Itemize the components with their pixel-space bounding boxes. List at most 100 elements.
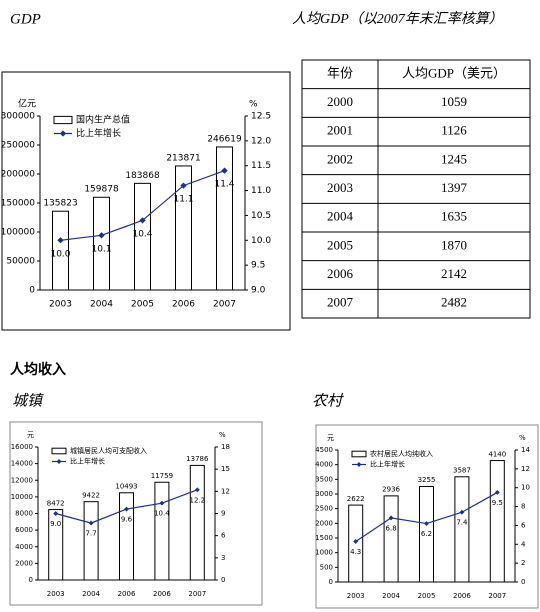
bar — [489, 460, 505, 583]
y2-tick-label: 3 — [221, 554, 225, 562]
legend-label: 比上年增长 — [370, 460, 405, 469]
data-label: 10493 — [115, 482, 137, 490]
y2-tick-label: 12 — [221, 487, 230, 495]
bar — [454, 476, 470, 583]
y2-tick-label: 10 — [521, 484, 530, 492]
line-marker — [53, 511, 59, 516]
line-marker — [424, 521, 429, 526]
x-tick-label: 2003 — [47, 590, 65, 598]
data-label: 9.5 — [492, 499, 503, 507]
line-marker — [194, 487, 200, 493]
y-tick-label: 0 — [29, 576, 33, 584]
y-tick-label: 1000 — [315, 549, 333, 557]
data-label: 4140 — [488, 450, 506, 458]
table-cell: 2000 — [327, 94, 353, 109]
x-tick-label: 2003 — [347, 592, 365, 600]
y2-tick-label: 9.5 — [251, 261, 265, 271]
x-tick-label: 2006 — [118, 590, 136, 598]
data-label: 3587 — [453, 466, 471, 474]
data-label: 7.7 — [86, 530, 97, 538]
data-label: 3255 — [418, 476, 436, 484]
table-cell: 2002 — [327, 151, 353, 166]
data-label: 10.1 — [91, 244, 111, 254]
table-cell: 2005 — [327, 237, 353, 252]
y2-tick-label: 11.5 — [251, 161, 271, 171]
chart-frame — [1, 71, 291, 331]
table-frame — [301, 59, 531, 319]
legend-marker — [56, 459, 62, 464]
table-cell: 1126 — [441, 123, 467, 138]
x-tick-label: 2004 — [90, 300, 113, 310]
y-axis-label: 元 — [27, 431, 34, 439]
y-tick-label: 4000 — [15, 543, 33, 551]
y-tick-label: 3000 — [315, 490, 333, 498]
heading: 城镇 — [12, 392, 44, 409]
line-marker — [124, 506, 129, 512]
data-label: 246619 — [207, 134, 242, 144]
bar — [216, 146, 233, 291]
table-cell: 1870 — [441, 237, 467, 252]
table-cell: 2142 — [441, 266, 467, 281]
y-tick-label: 1500 — [315, 534, 333, 542]
y-tick-label: 0 — [29, 286, 35, 296]
line-marker — [353, 539, 359, 544]
legend-label: 农村居民人均纯收入 — [370, 449, 433, 458]
bar — [383, 495, 399, 583]
y2-tick-label: 15 — [221, 465, 230, 473]
chart-frame — [315, 424, 539, 609]
x-tick-label: 2005 — [131, 300, 154, 310]
legend-swatch — [53, 115, 73, 125]
bar — [154, 481, 170, 581]
y-axis-label: 亿元 — [18, 98, 36, 110]
legend-marker — [59, 130, 67, 137]
y-tick-label: 10000 — [11, 493, 33, 501]
legend-label: 比上年增长 — [70, 457, 105, 466]
table-cell: 1635 — [441, 209, 467, 224]
x-tick-label: 2007 — [488, 592, 506, 600]
y2-tick-label: 10.0 — [251, 236, 271, 246]
y2-tick-label: 4 — [521, 540, 526, 548]
y-tick-label: 0 — [329, 578, 333, 586]
legend-label: 城镇居民人均可支配收入 — [70, 446, 147, 455]
y-tick-label: 50000 — [6, 257, 35, 267]
line-marker — [494, 489, 500, 495]
legend-swatch — [51, 447, 67, 455]
y-axis-label: 元 — [327, 434, 334, 442]
line-marker — [388, 515, 394, 521]
y2-tick-label: 6 — [221, 532, 226, 540]
line-marker — [159, 500, 165, 506]
y-tick-label: 300000 — [1, 112, 36, 122]
y2-tick-label: 0 — [221, 576, 225, 584]
bar — [48, 509, 64, 581]
y-tick-label: 2000 — [15, 559, 33, 567]
y2-tick-label: 9.0 — [251, 286, 266, 296]
x-tick-label: 2007 — [188, 590, 206, 598]
table-cell: 2006 — [327, 266, 354, 281]
y2-axis-label: % — [249, 100, 258, 110]
data-label: 4.3 — [350, 548, 361, 556]
table-cell: 1245 — [441, 151, 467, 166]
y2-tick-label: 11.0 — [251, 186, 271, 196]
x-tick-label: 2006 — [172, 300, 195, 310]
x-tick-label: 2007 — [213, 300, 236, 310]
line-marker — [459, 509, 465, 515]
legend-marker — [356, 462, 362, 467]
heading: 农村 — [312, 392, 344, 409]
y2-tick-label: 9 — [221, 510, 225, 518]
y-tick-label: 2000 — [315, 519, 333, 527]
line-marker — [57, 237, 64, 244]
data-label: 2936 — [382, 486, 400, 494]
y-tick-label: 500 — [320, 563, 333, 571]
bar — [52, 210, 69, 291]
data-label: 11.1 — [173, 195, 193, 205]
table-cell: 2003 — [327, 180, 353, 195]
data-label: 13786 — [186, 455, 209, 463]
bar — [93, 196, 110, 291]
y-tick-label: 2500 — [315, 505, 333, 513]
y-tick-label: 150000 — [1, 199, 36, 209]
y2-tick-label: 8 — [521, 503, 525, 511]
data-label: 12.2 — [190, 496, 206, 504]
y-tick-label: 14000 — [11, 460, 33, 468]
y2-tick-label: 12.0 — [251, 136, 271, 146]
